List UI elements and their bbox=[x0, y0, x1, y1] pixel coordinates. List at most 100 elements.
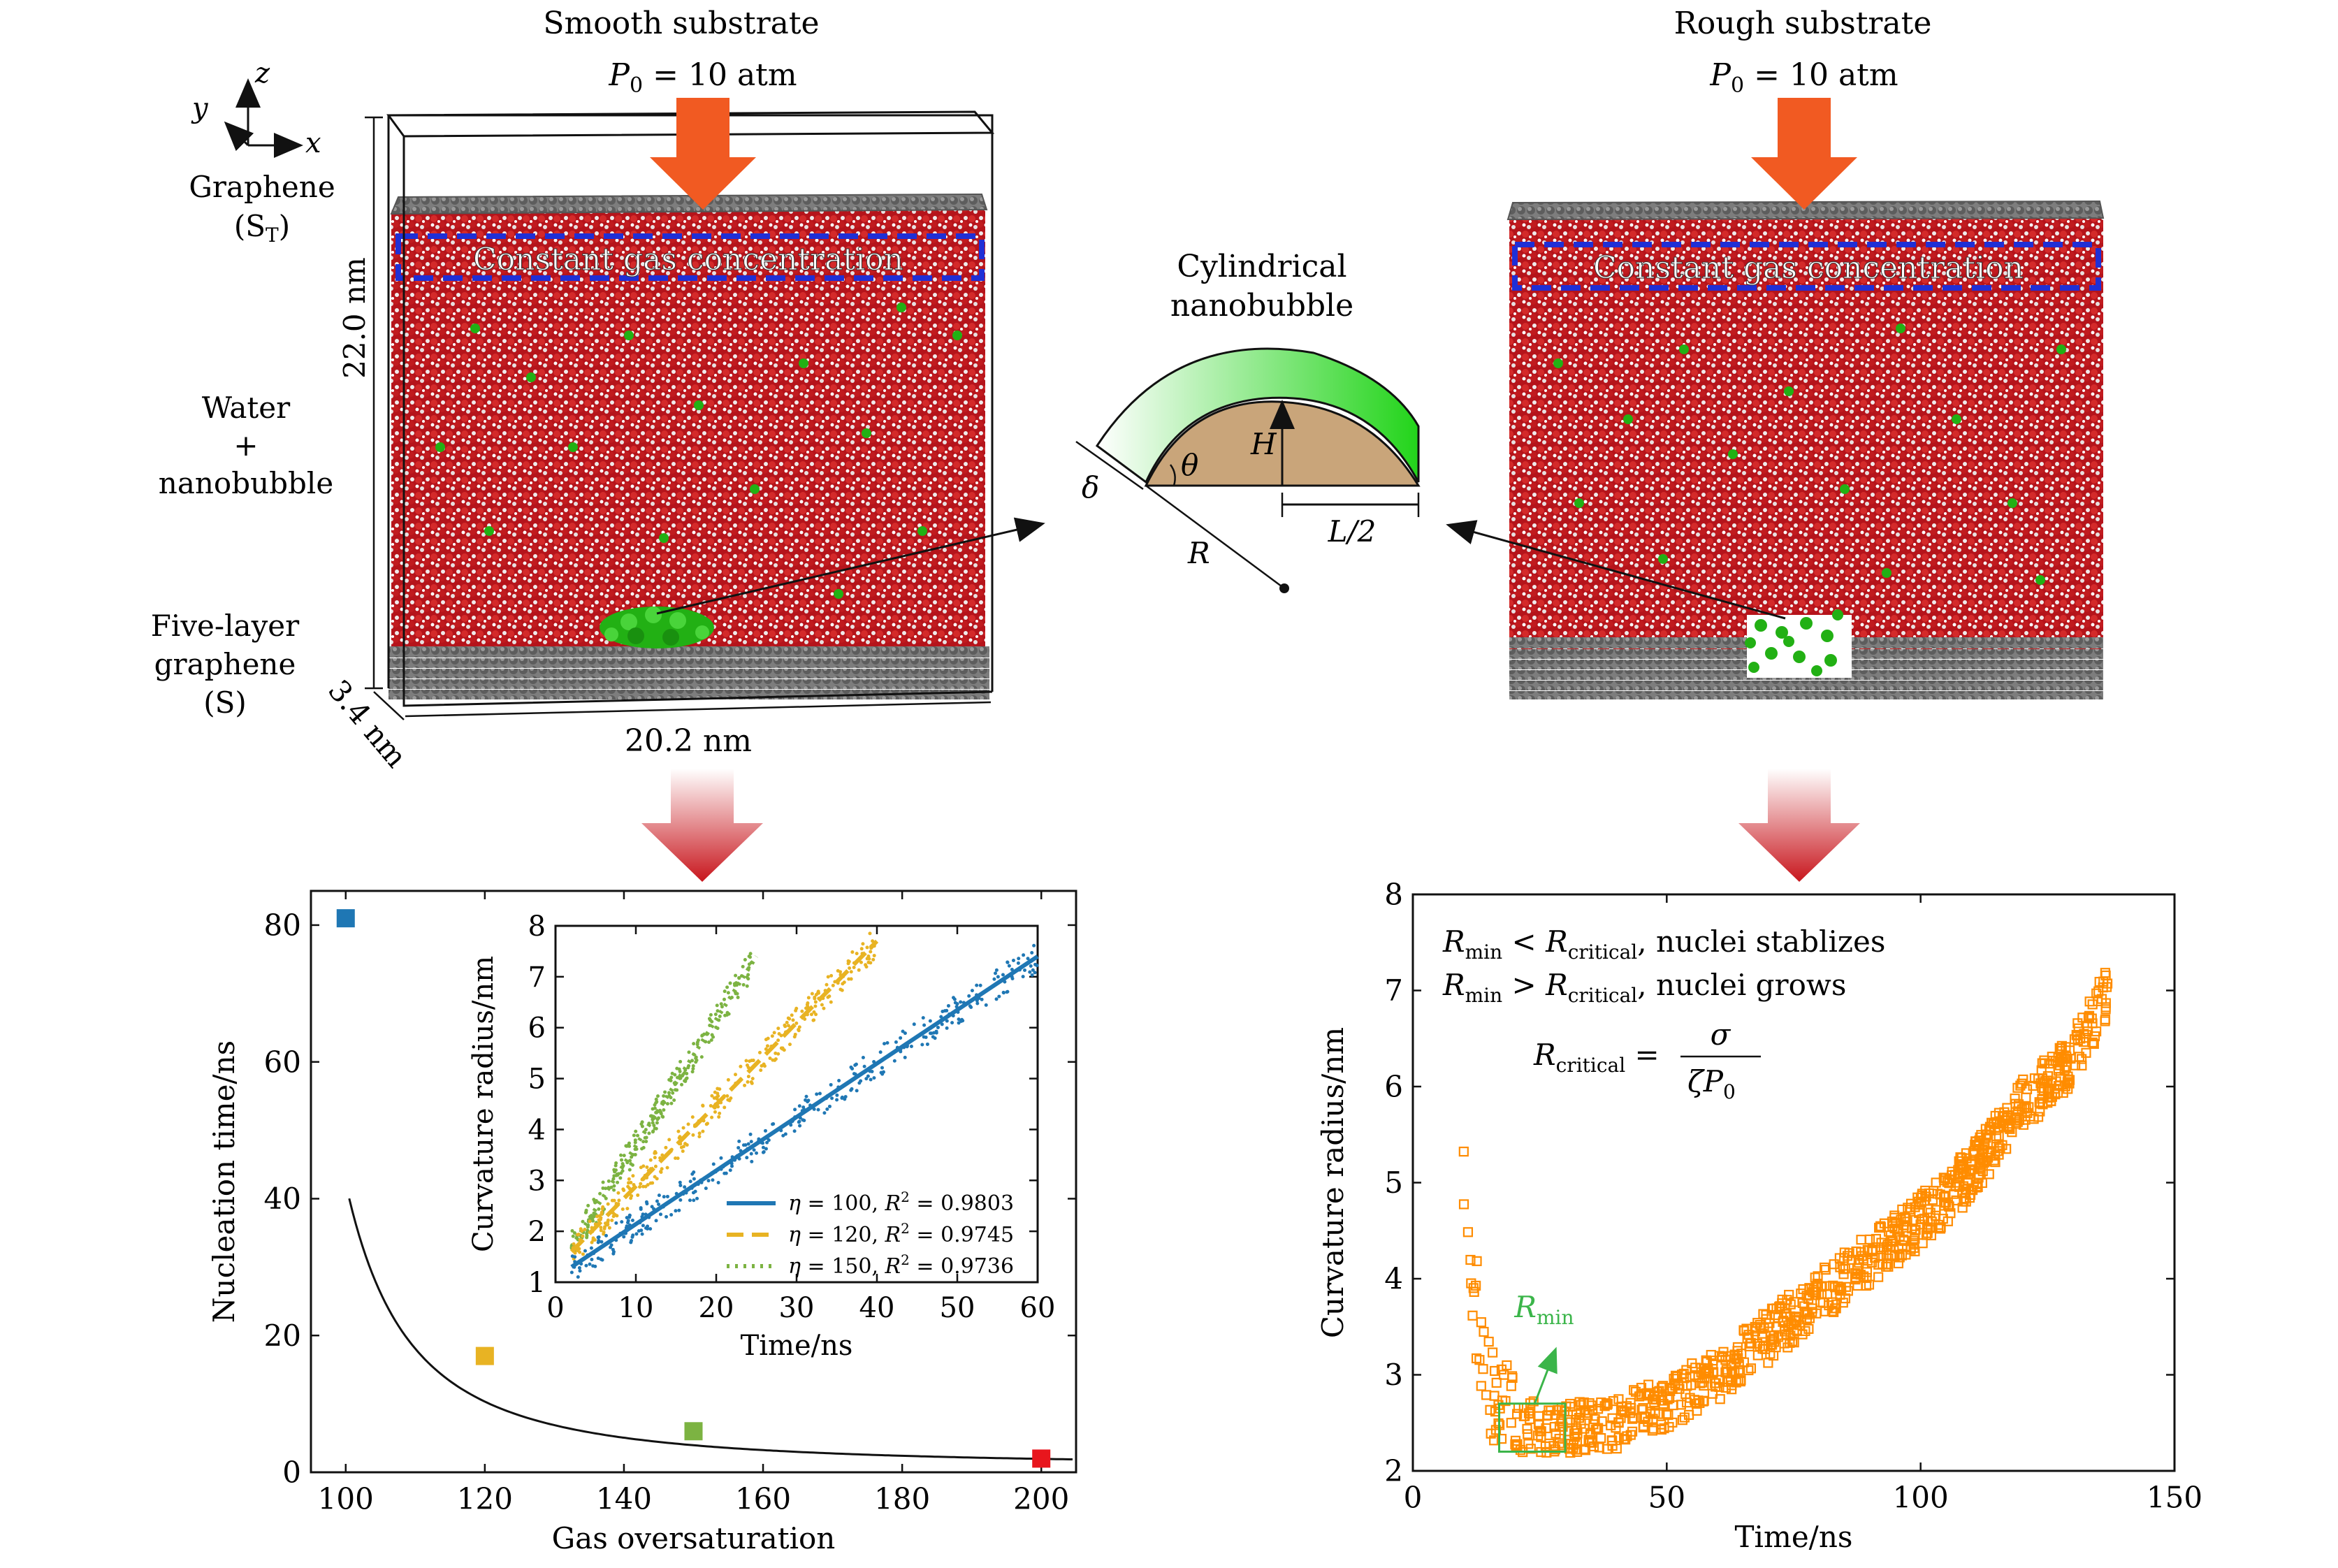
scatter-dot bbox=[665, 1214, 669, 1219]
scatter-dot bbox=[603, 1221, 607, 1226]
scatter-dot bbox=[713, 1110, 717, 1114]
scatter-dot bbox=[602, 1230, 606, 1234]
scatter-dot bbox=[746, 1142, 750, 1146]
scatter-dot bbox=[957, 1021, 961, 1025]
scatter-dot bbox=[657, 1202, 661, 1206]
data-marker bbox=[2001, 1144, 2012, 1154]
scatter-dot bbox=[573, 1255, 577, 1259]
scatter-dot bbox=[755, 1151, 759, 1155]
scatter-dot bbox=[654, 1126, 658, 1131]
data-marker bbox=[1734, 1359, 1744, 1370]
scatter-dot bbox=[655, 1094, 660, 1098]
scatter-dot bbox=[750, 1059, 754, 1063]
scatter-dot bbox=[714, 1025, 718, 1029]
data-marker bbox=[1616, 1401, 1627, 1412]
scatter-dot bbox=[583, 1249, 587, 1253]
data-marker bbox=[1966, 1184, 1977, 1196]
scatter-dot bbox=[665, 1194, 669, 1198]
scatter-dot bbox=[878, 1050, 883, 1054]
scatter-dot bbox=[783, 1132, 787, 1136]
scatter-dot bbox=[852, 966, 856, 970]
scatter-dot bbox=[818, 1091, 822, 1096]
center-diagram: Cylindrical nanobubble H θ L/2 δ R bbox=[1075, 249, 1421, 593]
label-graphene: Graphene bbox=[189, 170, 335, 204]
label-delta: δ bbox=[1082, 470, 1099, 504]
scatter-dot bbox=[1005, 989, 1010, 994]
scatter-dot bbox=[868, 931, 872, 936]
x-axis-label: Time/ns bbox=[741, 1330, 853, 1362]
scatter-dot bbox=[861, 1056, 865, 1060]
scatter-dot bbox=[692, 1177, 696, 1181]
scatter-dot bbox=[612, 1188, 616, 1192]
data-marker bbox=[1476, 1317, 1486, 1328]
scatter-dot bbox=[627, 1181, 631, 1185]
scatter-dot bbox=[825, 982, 829, 987]
data-marker bbox=[1656, 1419, 1667, 1430]
scatter-dot bbox=[789, 1123, 793, 1127]
data-marker bbox=[1944, 1201, 1954, 1212]
data-marker bbox=[1554, 1433, 1564, 1444]
scatter-dot bbox=[655, 1100, 659, 1104]
data-marker bbox=[1803, 1323, 1814, 1334]
scatter-dot bbox=[590, 1258, 594, 1262]
data-marker bbox=[2064, 1078, 2075, 1089]
scatter-dot bbox=[980, 997, 984, 1001]
scatter-dot bbox=[611, 1177, 616, 1181]
data-marker bbox=[2063, 1084, 2073, 1094]
scatter-dot bbox=[586, 1203, 590, 1207]
right-pressure-arrow bbox=[1751, 98, 1857, 210]
scatter-dot bbox=[691, 1066, 695, 1070]
right-pressure-var: P bbox=[1709, 57, 1731, 93]
left-pressure-sub: 0 bbox=[630, 73, 643, 98]
scatter-dot bbox=[662, 1195, 666, 1199]
data-marker bbox=[1990, 1157, 2001, 1168]
x-tick-label: 20 bbox=[699, 1292, 734, 1324]
data-marker bbox=[1817, 1298, 1829, 1308]
scatter-dot bbox=[651, 1129, 655, 1133]
scatter-dot bbox=[859, 960, 863, 964]
data-marker bbox=[1758, 1341, 1769, 1352]
scatter-dot bbox=[620, 1158, 624, 1162]
scatter-dot bbox=[646, 1183, 650, 1187]
scatter-dot bbox=[759, 1068, 763, 1073]
axis-z-label: z bbox=[254, 57, 270, 89]
scatter-dot bbox=[849, 1065, 853, 1069]
data-marker bbox=[1923, 1204, 1933, 1214]
scatter-dot bbox=[639, 1206, 643, 1210]
scatter-dot bbox=[641, 1140, 646, 1144]
scatter-dot bbox=[655, 1117, 660, 1121]
scatter-dot bbox=[604, 1186, 608, 1191]
scatter-dot bbox=[1007, 964, 1011, 968]
data-marker bbox=[1625, 1398, 1636, 1408]
scatter-dot bbox=[716, 1009, 720, 1013]
scatter-dot bbox=[671, 1091, 675, 1095]
data-marker bbox=[2065, 1054, 2076, 1064]
scatter-dot bbox=[736, 995, 740, 999]
scatter-dot bbox=[945, 1019, 949, 1023]
data-marker bbox=[1496, 1434, 1507, 1444]
scatter-dot bbox=[816, 1108, 820, 1112]
scatter-dot bbox=[903, 1055, 907, 1059]
scatter-dot bbox=[776, 1026, 780, 1031]
y-tick-label: 1 bbox=[528, 1267, 546, 1299]
scatter-dot bbox=[813, 1000, 818, 1004]
scatter-dot bbox=[855, 952, 859, 956]
data-marker bbox=[1536, 1426, 1546, 1437]
scatter-dot bbox=[695, 1040, 699, 1045]
data-marker bbox=[1566, 1443, 1576, 1453]
scatter-dot bbox=[676, 1075, 680, 1080]
scatter-dot bbox=[678, 1059, 683, 1064]
scatter-dot bbox=[1033, 962, 1038, 966]
y-axis-label: Curvature radius/nm bbox=[1316, 1027, 1350, 1338]
scatter-dot bbox=[634, 1232, 639, 1236]
scatter-dot bbox=[659, 1170, 663, 1174]
data-marker bbox=[1620, 1435, 1631, 1445]
chart-rough-curvature: 0 50 100 150 2 3 4 5 6 7 8 Time/ns Curvature radius/… bbox=[1316, 878, 2202, 1555]
data-marker bbox=[1687, 1358, 1697, 1369]
scatter-dot bbox=[690, 1070, 695, 1074]
data-marker bbox=[1755, 1319, 1765, 1330]
left-bottom-graphene bbox=[389, 646, 989, 699]
scatter-dot bbox=[717, 1115, 721, 1119]
scatter-dot bbox=[968, 1004, 972, 1008]
scatter-dot bbox=[804, 1006, 808, 1010]
